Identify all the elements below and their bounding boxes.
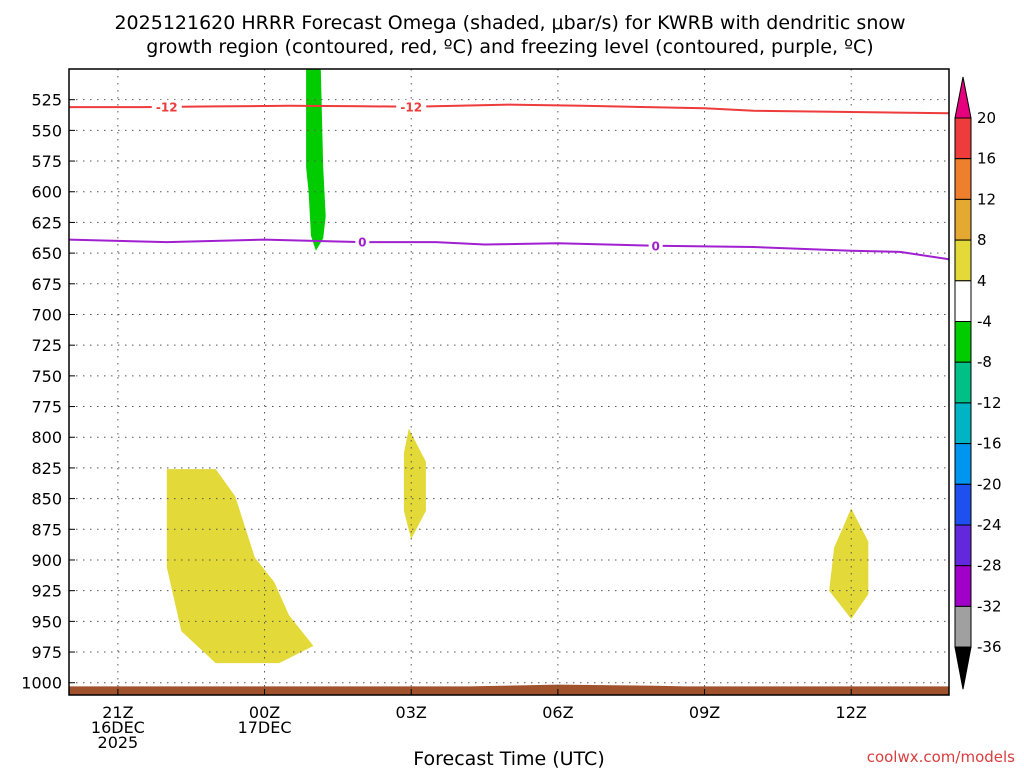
x-tick-label-line1: 09Z: [689, 703, 720, 722]
y-tick-label: 600: [31, 183, 62, 202]
x-tick-label-line1: 12Z: [836, 703, 867, 722]
x-tick-label-line1: 06Z: [542, 703, 573, 722]
y-tick-label: 700: [31, 305, 62, 324]
contour-label-freezing_0: 0: [358, 236, 366, 250]
colorbar-bin: [954, 565, 972, 607]
y-tick-label: 575: [31, 152, 62, 171]
y-tick-label: 975: [31, 643, 62, 662]
credit-text: coolwx.com/models: [867, 748, 1015, 766]
colorbar-bin: [954, 198, 972, 241]
colorbar-label: -32: [977, 597, 1002, 615]
chart-title-line1: 2025121620 HRRR Forecast Omega (shaded, …: [114, 12, 905, 34]
contour-label-dgz_-12: -12: [156, 100, 178, 114]
x-tick-label-line2: 16DEC: [91, 718, 145, 737]
colorbar-bin: [954, 443, 972, 485]
y-tick-label: 825: [31, 459, 62, 478]
y-tick-label: 650: [31, 244, 62, 263]
y-tick-label: 725: [31, 336, 62, 355]
shaded-region-surface_terrain: [69, 684, 949, 695]
plot-frame: [68, 68, 950, 696]
contour-label-bg: [151, 99, 182, 114]
colorbar-label: -36: [977, 638, 1002, 656]
x-tick-label-line1: 21Z: [102, 703, 133, 722]
colorbar-bin: [954, 483, 972, 526]
colorbar-bin: [954, 605, 972, 648]
y-tick-label: 750: [31, 367, 62, 386]
colorbar-top-triangle: [954, 76, 972, 119]
colorbar-label: -8: [977, 353, 992, 371]
colorbar-label: 4: [977, 272, 987, 290]
colorbar-label: -12: [977, 394, 1002, 412]
y-tick-label: 850: [31, 490, 62, 509]
colorbar-bin: [954, 117, 972, 160]
contour-freezing_0: [69, 238, 949, 261]
y-tick-label: 625: [31, 213, 62, 232]
colorbar-label: -20: [977, 475, 1002, 493]
x-tick-label-line1: 00Z: [249, 703, 280, 722]
colorbar-label: -24: [977, 516, 1002, 534]
x-tick-label-line2: 17DEC: [238, 718, 292, 737]
y-axis: 525 550 575 600 625 650 675 700 725 750 775 800 825 8…: [21, 91, 75, 693]
y-tick-label: 950: [31, 612, 62, 631]
colorbar-bin: [954, 524, 972, 567]
y-tick-label: 875: [31, 520, 62, 539]
contour-dgz_-12: [69, 103, 949, 115]
contour-label-freezing_0: 0: [651, 239, 659, 253]
y-tick-label: 675: [31, 275, 62, 294]
colorbar-bin: [954, 158, 972, 200]
colorbar-bin: [954, 321, 972, 363]
colorbar-label: 8: [977, 231, 987, 249]
colorbar-label: -16: [977, 435, 1002, 453]
x-tick-label-line3: 2025: [98, 733, 139, 752]
colorbar-bin: [954, 361, 972, 404]
colorbar-label: 16: [977, 150, 996, 168]
colorbar-label: -4: [977, 313, 992, 331]
y-tick-label: 925: [31, 582, 62, 601]
contour-label-bg: [355, 235, 370, 250]
colorbar-bottom-triangle: [954, 646, 972, 690]
y-tick-label: 525: [31, 91, 62, 110]
shaded-regions: [69, 69, 949, 695]
contour-label-dgz_-12: -12: [400, 100, 422, 114]
colorbar-label: -28: [977, 557, 1002, 575]
contour-lines: -12 -12 0 0: [69, 99, 949, 261]
y-tick-label: 1000: [21, 674, 62, 693]
colorbar-label: 12: [977, 190, 996, 208]
shaded-region-omega_plus_low_left: [166, 469, 314, 664]
contour-label-bg: [648, 238, 663, 253]
colorbar-bin: [954, 280, 972, 322]
y-tick-label: 900: [31, 551, 62, 570]
chart-title-line2: growth region (contoured, red, ºC) and f…: [146, 36, 873, 58]
y-tick-label: 800: [31, 428, 62, 447]
y-tick-label: 775: [31, 398, 62, 417]
y-tick-label: 550: [31, 121, 62, 140]
contour-label-bg: [396, 99, 427, 114]
colorbar-bin: [954, 239, 972, 282]
x-axis-label: Forecast Time (UTC): [413, 748, 604, 768]
shaded-region-omega_plus_mid: [403, 428, 426, 540]
x-tick-label-line1: 03Z: [396, 703, 427, 722]
colorbar-bin: [954, 402, 972, 445]
shaded-region-omega_minus_green: [306, 69, 326, 251]
plot-area: -12 -12 0 0: [68, 68, 950, 696]
colorbar-label: 20: [977, 109, 996, 127]
shaded-region-omega_plus_right: [829, 508, 869, 619]
colorbar: 20 16 12 8 4 -4 -8 -12 -16 -20 -24 -28 -32 -36: [954, 76, 1002, 690]
